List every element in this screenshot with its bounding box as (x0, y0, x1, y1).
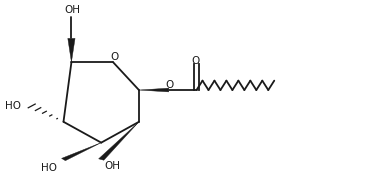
Text: O: O (192, 56, 200, 66)
Polygon shape (99, 122, 139, 160)
Text: OH: OH (104, 161, 120, 171)
Text: HO: HO (5, 101, 21, 111)
Polygon shape (139, 88, 169, 92)
Text: O: O (166, 80, 174, 90)
Polygon shape (68, 38, 75, 62)
Polygon shape (62, 143, 101, 161)
Text: OH: OH (64, 5, 80, 15)
Text: O: O (110, 52, 118, 62)
Text: HO: HO (41, 163, 57, 173)
